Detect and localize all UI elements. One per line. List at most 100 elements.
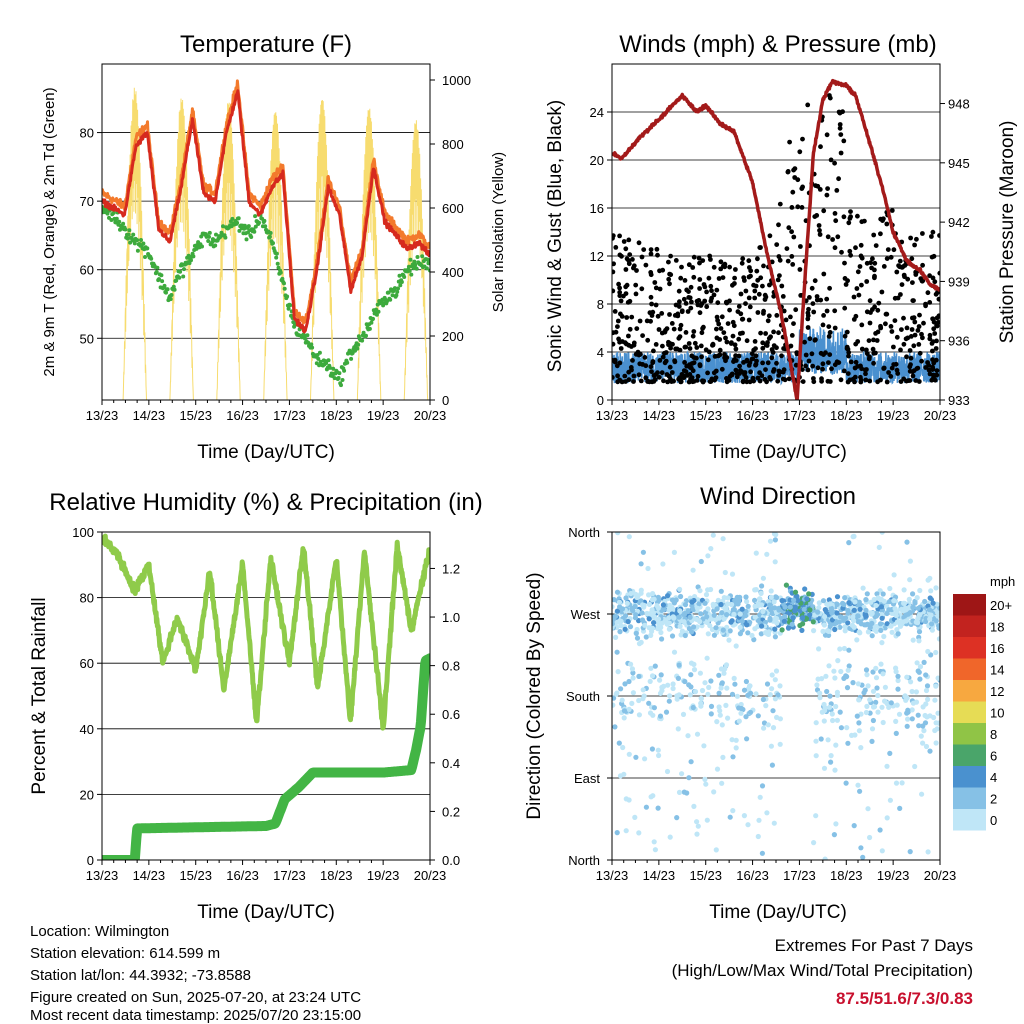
direction-point bbox=[933, 683, 939, 689]
direction-point bbox=[855, 613, 861, 619]
legend-swatch bbox=[953, 766, 986, 788]
gust-point bbox=[651, 348, 656, 354]
direction-point bbox=[824, 688, 830, 695]
winds-xlabel: Time (Day/UTC) bbox=[709, 442, 847, 463]
direction-point bbox=[729, 691, 736, 697]
direction-point bbox=[626, 751, 632, 757]
gust-point bbox=[878, 231, 883, 237]
gust-point bbox=[612, 341, 616, 347]
direction-point bbox=[737, 631, 744, 637]
direction-point bbox=[785, 625, 792, 631]
extremes-values: 87.5/51.6/7.3/0.83 bbox=[836, 989, 973, 1008]
gust-point bbox=[824, 308, 830, 314]
gust-point bbox=[720, 275, 726, 280]
direction-point bbox=[879, 704, 885, 710]
gust-point bbox=[867, 378, 873, 384]
dewpoint-point bbox=[109, 218, 114, 222]
speed-legend: mph 0 2 4 6 8 10 12 14 16 18 20+ bbox=[953, 574, 1015, 831]
gust-point bbox=[862, 367, 868, 373]
gust-point bbox=[937, 270, 940, 276]
direction-point bbox=[771, 820, 777, 826]
direction-point bbox=[766, 602, 773, 608]
direction-point bbox=[936, 623, 940, 629]
dewpoint-point bbox=[407, 268, 412, 273]
y-tick-label: 20 bbox=[590, 153, 604, 168]
gust-point bbox=[733, 346, 739, 352]
direction-point bbox=[647, 611, 653, 617]
direction-point bbox=[650, 712, 656, 718]
gust-point bbox=[659, 330, 665, 336]
direction-point bbox=[878, 661, 884, 667]
direction-point bbox=[711, 632, 718, 638]
gust-point bbox=[629, 367, 634, 373]
dewpoint-point bbox=[278, 270, 283, 275]
gust-point bbox=[873, 243, 879, 249]
dewpoint-point bbox=[145, 246, 150, 251]
dewpoint-point bbox=[131, 232, 136, 237]
gust-point bbox=[909, 327, 915, 332]
gust-point bbox=[814, 294, 820, 299]
gust-point bbox=[776, 222, 781, 228]
gust-point bbox=[858, 253, 864, 259]
gust-point bbox=[781, 308, 787, 314]
dewpoint-point bbox=[165, 287, 170, 292]
gust-point bbox=[624, 315, 630, 320]
direction-point bbox=[912, 763, 918, 770]
gust-point bbox=[876, 300, 882, 306]
gust-point bbox=[912, 332, 918, 338]
direction-point bbox=[772, 634, 779, 640]
gust-point bbox=[912, 242, 917, 248]
x-tick-label: 20/23 bbox=[414, 408, 447, 423]
gust-point bbox=[886, 370, 891, 375]
gust-point bbox=[807, 336, 813, 342]
direction-point bbox=[789, 621, 795, 627]
direction-point bbox=[838, 668, 844, 675]
gust-point bbox=[853, 359, 859, 365]
direction-point bbox=[916, 629, 923, 635]
direction-point bbox=[935, 675, 940, 681]
direction-point bbox=[854, 713, 860, 719]
direction-point bbox=[858, 845, 864, 851]
direction-point bbox=[742, 613, 749, 619]
direction-point bbox=[895, 673, 901, 679]
x-tick-label: 17/23 bbox=[783, 408, 816, 423]
direction-point bbox=[903, 612, 909, 618]
direction-ylabel-left: Direction (Colored By Speed) bbox=[524, 572, 545, 819]
direction-point bbox=[879, 608, 885, 614]
direction-point bbox=[717, 708, 723, 714]
direction-point bbox=[764, 681, 771, 687]
gust-point bbox=[755, 277, 761, 283]
direction-point bbox=[731, 611, 737, 618]
direction-point bbox=[867, 834, 873, 841]
dewpoint-series bbox=[102, 204, 430, 388]
gust-point bbox=[612, 288, 616, 294]
gust-point bbox=[811, 379, 817, 385]
x-tick-label: 15/23 bbox=[179, 868, 212, 883]
direction-point bbox=[718, 588, 724, 594]
y-tick-label: 948 bbox=[948, 97, 970, 112]
gust-point bbox=[932, 279, 938, 285]
gust-point bbox=[614, 363, 620, 369]
direction-point bbox=[770, 708, 776, 714]
direction-point bbox=[665, 593, 671, 599]
direction-point bbox=[612, 695, 617, 701]
gust-point bbox=[718, 326, 724, 331]
direction-point bbox=[705, 553, 711, 559]
gust-point bbox=[817, 232, 823, 237]
gust-point bbox=[800, 379, 806, 384]
gust-point bbox=[821, 271, 827, 277]
direction-point bbox=[646, 616, 652, 622]
dewpoint-point bbox=[235, 220, 240, 225]
gust-point bbox=[649, 369, 654, 374]
direction-point bbox=[629, 666, 636, 672]
direction-point bbox=[770, 725, 777, 731]
gust-point bbox=[871, 360, 876, 366]
direction-point bbox=[640, 549, 647, 555]
gust-point bbox=[892, 318, 898, 323]
gust-point bbox=[857, 264, 863, 269]
dewpoint-point bbox=[402, 275, 407, 279]
gust-point bbox=[780, 294, 786, 299]
direction-point bbox=[764, 551, 770, 557]
direction-point bbox=[804, 596, 810, 602]
direction-point bbox=[879, 615, 885, 621]
